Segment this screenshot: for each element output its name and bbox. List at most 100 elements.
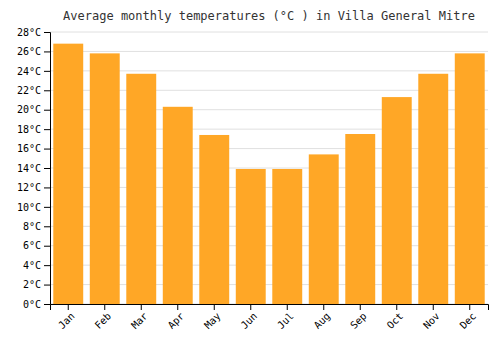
y-tick-label: 4°C bbox=[23, 260, 41, 271]
y-tick: 18°C bbox=[17, 124, 50, 135]
x-tick-mark bbox=[396, 304, 397, 310]
x-tick: Apr bbox=[166, 304, 187, 331]
x-axis-line bbox=[51, 305, 489, 311]
x-tick: Nov bbox=[421, 304, 442, 331]
y-tick: 14°C bbox=[17, 163, 50, 174]
y-tick-label: 20°C bbox=[17, 104, 41, 115]
x-tick-label: Oct bbox=[385, 310, 406, 331]
x-tick-label: Jun bbox=[239, 310, 260, 331]
y-tick-label: 2°C bbox=[23, 279, 41, 290]
x-tick-mark bbox=[287, 304, 288, 310]
x-tick: Aug bbox=[312, 304, 333, 331]
x-tick: Sep bbox=[348, 304, 369, 331]
bar bbox=[382, 97, 412, 304]
y-tick: 16°C bbox=[17, 143, 50, 154]
y-tick-mark bbox=[44, 285, 50, 286]
y-tick-mark bbox=[44, 168, 50, 169]
x-tick: Jan bbox=[56, 304, 77, 331]
y-tick-mark bbox=[44, 51, 50, 52]
x-tick-label: May bbox=[202, 310, 223, 331]
x-tick-mark bbox=[68, 304, 69, 310]
y-tick-mark bbox=[44, 71, 50, 72]
x-tick-mark bbox=[433, 304, 434, 310]
y-tick: 24°C bbox=[17, 66, 50, 77]
y-tick-label: 14°C bbox=[17, 163, 41, 174]
y-axis-line bbox=[44, 33, 51, 305]
x-tick-mark bbox=[469, 304, 470, 310]
y-tick-mark bbox=[44, 90, 50, 91]
bar bbox=[309, 154, 339, 304]
y-tick: 26°C bbox=[17, 46, 50, 57]
bar bbox=[126, 74, 156, 304]
y-tick-label: 6°C bbox=[23, 240, 41, 251]
y-tick-label: 16°C bbox=[17, 143, 41, 154]
y-tick-mark bbox=[44, 265, 50, 266]
y-tick-mark bbox=[44, 246, 50, 247]
y-tick: 6°C bbox=[23, 240, 50, 251]
x-tick-label: Mar bbox=[129, 310, 150, 331]
y-tick: 2°C bbox=[23, 279, 50, 290]
y-tick-mark bbox=[44, 149, 50, 150]
x-tick-label: Nov bbox=[421, 310, 442, 331]
y-tick: 12°C bbox=[17, 182, 50, 193]
bar bbox=[272, 169, 302, 304]
y-tick-mark bbox=[44, 304, 50, 305]
x-tick-label: Dec bbox=[458, 310, 479, 331]
x-tick-label: Sep bbox=[348, 310, 369, 331]
y-tick: 20°C bbox=[17, 104, 50, 115]
bar bbox=[345, 134, 375, 304]
y-tick-label: 12°C bbox=[17, 182, 41, 193]
x-tick-label: Aug bbox=[312, 310, 333, 331]
y-tick: 28°C bbox=[17, 27, 50, 38]
x-tick-mark bbox=[323, 304, 324, 310]
x-tick-mark bbox=[141, 304, 142, 310]
x-tick-mark bbox=[250, 304, 251, 310]
plot: 0°C 2°C 4°C 6°C 8°C 10°C 12°C 14°C 16°C 18°C 20°C 2… bbox=[17, 27, 489, 331]
y-tick-label: 0°C bbox=[23, 299, 41, 310]
y-tick-label: 22°C bbox=[17, 85, 41, 96]
y-tick: 4°C bbox=[23, 260, 50, 271]
x-tick-mark bbox=[214, 304, 215, 310]
y-tick-mark bbox=[44, 129, 50, 130]
y-tick-label: 28°C bbox=[17, 27, 41, 38]
x-tick-label: Jul bbox=[275, 310, 296, 331]
x-tick: Feb bbox=[93, 304, 114, 331]
x-tick: Oct bbox=[385, 304, 406, 331]
x-tick: Mar bbox=[129, 304, 150, 331]
y-tick-mark bbox=[44, 32, 50, 33]
y-tick-label: 10°C bbox=[17, 202, 41, 213]
bar bbox=[53, 44, 83, 304]
x-axis: Jan Feb Mar Apr May Jun Jul Aug Sep Oct Nov Dec bbox=[51, 304, 489, 331]
x-tick: Jun bbox=[239, 304, 260, 331]
title: Average monthly temperatures (°C ) in Vi… bbox=[63, 9, 475, 23]
y-tick-mark bbox=[44, 187, 50, 188]
grid-line bbox=[50, 32, 488, 33]
bar bbox=[199, 135, 229, 304]
y-tick-mark bbox=[44, 207, 50, 208]
y-tick-mark bbox=[44, 110, 50, 111]
x-tick: May bbox=[202, 304, 223, 331]
y-tick: 10°C bbox=[17, 202, 50, 213]
bar bbox=[163, 107, 193, 304]
y-axis: 0°C 2°C 4°C 6°C 8°C 10°C 12°C 14°C 16°C 18°C 20°C 2… bbox=[17, 27, 51, 310]
bar bbox=[455, 53, 485, 304]
x-tick-label: Jan bbox=[56, 310, 77, 331]
y-tick-mark bbox=[44, 226, 50, 227]
y-tick: 8°C bbox=[23, 221, 50, 232]
x-tick-mark bbox=[177, 304, 178, 310]
y-tick: 0°C bbox=[23, 299, 50, 310]
grid bbox=[50, 32, 488, 304]
y-tick-label: 8°C bbox=[23, 221, 41, 232]
y-tick-label: 26°C bbox=[17, 46, 41, 57]
bars bbox=[53, 44, 484, 304]
chart: 0°C 2°C 4°C 6°C 8°C 10°C 12°C 14°C 16°C 18°C 20°C 2… bbox=[0, 0, 500, 350]
x-tick: Dec bbox=[458, 304, 479, 331]
y-tick-label: 24°C bbox=[17, 66, 41, 77]
bar bbox=[418, 74, 448, 304]
y-tick: 22°C bbox=[17, 85, 50, 96]
x-tick-mark bbox=[104, 304, 105, 310]
x-tick: Jul bbox=[275, 304, 296, 331]
grid-line bbox=[50, 51, 488, 52]
x-tick-mark bbox=[360, 304, 361, 310]
bar bbox=[90, 53, 120, 304]
